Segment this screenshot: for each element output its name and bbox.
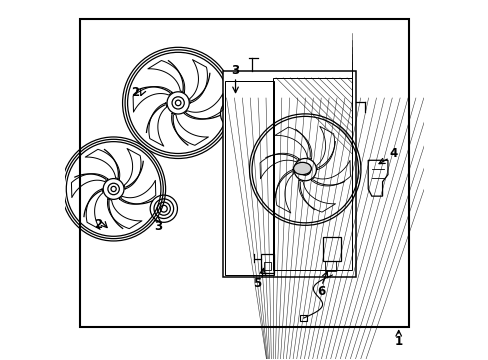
- Bar: [223, 71, 355, 277]
- Text: 5: 5: [252, 278, 261, 291]
- Text: 3: 3: [231, 64, 239, 77]
- Bar: [323, 237, 341, 261]
- Bar: [273, 78, 351, 270]
- Bar: [224, 81, 273, 275]
- Bar: [325, 261, 335, 271]
- Text: 1: 1: [394, 335, 402, 348]
- Bar: [300, 315, 306, 321]
- Text: 6: 6: [317, 285, 325, 298]
- Text: 4: 4: [388, 147, 397, 159]
- Text: 2: 2: [131, 86, 139, 99]
- Bar: [80, 19, 408, 327]
- Ellipse shape: [293, 162, 311, 175]
- Bar: [260, 253, 274, 273]
- Bar: [263, 262, 271, 270]
- Text: 2: 2: [94, 218, 102, 231]
- Text: 3: 3: [154, 220, 162, 233]
